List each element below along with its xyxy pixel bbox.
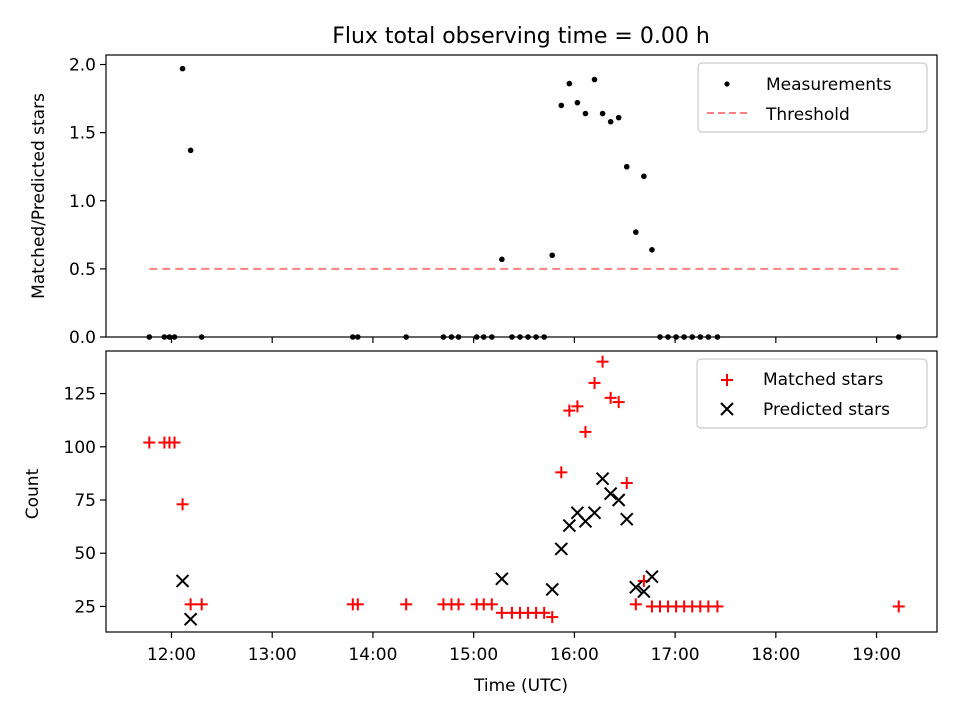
predicted-star-point (629, 580, 643, 595)
matched-star-point (485, 598, 498, 611)
legend-threshold-label: Threshold (765, 105, 850, 125)
top-y-tick-label: 0.0 (69, 328, 96, 348)
bottom-plot: 25 50 75 100 125 12:00 13:00 14:00 15:00 16:00 17:… (64, 350, 938, 665)
measurement-point (179, 65, 186, 72)
matched-star-point (711, 600, 724, 613)
measurement-point (641, 173, 647, 180)
bottom-plot-frame (105, 350, 938, 633)
matched-star-point (563, 404, 576, 417)
matched-star-point (892, 600, 905, 613)
bottom-y-axis-label: Count (23, 468, 43, 519)
matched-star-point (596, 355, 609, 368)
predicted-star-point (645, 569, 659, 584)
bottom-x-tick-label: 18:00 (751, 645, 800, 665)
matched-star-point (195, 598, 208, 611)
matched-star-point (588, 376, 601, 389)
predicted-star-point (595, 472, 610, 486)
matched-star-point (143, 436, 156, 449)
bottom-x-tick-label: 12:00 (147, 645, 196, 665)
legend-matched-plus-icon (721, 374, 733, 386)
measurement-point (499, 256, 505, 263)
measurement-point (615, 114, 622, 121)
predicted-star-point (562, 518, 577, 533)
measurement-point (623, 163, 630, 170)
bottom-series-matched-stars (143, 355, 905, 624)
matched-star-point (571, 400, 584, 413)
predicted-star-point (637, 584, 651, 599)
bottom-y-tick-label: 125 (64, 385, 96, 405)
matched-star-point (400, 598, 413, 611)
top-y-tick-label: 2.0 (69, 56, 96, 76)
measurement-point (574, 99, 581, 106)
top-legend: Measurements Threshold (697, 62, 928, 133)
bottom-y-tick-label: 25 (74, 597, 96, 617)
matched-star-point (612, 396, 625, 409)
matched-star-point (168, 436, 181, 449)
bottom-y-tick-label: 100 (64, 438, 96, 458)
legend-predicted-label: Predicted stars (763, 400, 890, 420)
predicted-star-point (587, 506, 602, 520)
measurement-point (649, 247, 655, 253)
top-plot: 0.0 0.5 1.0 1.5 2.0 (69, 54, 938, 348)
matched-star-point (555, 466, 568, 479)
measurement-point (558, 102, 565, 109)
top-y-axis-label: Matched/Predicted stars (29, 93, 49, 299)
measurement-point (566, 80, 573, 87)
bottom-y-tick-label: 75 (74, 491, 96, 511)
matched-star-point (351, 598, 364, 611)
predicted-star-point (175, 574, 190, 588)
predicted-star-point (495, 572, 509, 586)
measurement-point (599, 110, 606, 117)
measurement-point (633, 229, 639, 235)
x-axis-label: Time (UTC) (473, 676, 568, 696)
predicted-star-point (545, 582, 559, 597)
measurement-point (607, 118, 614, 125)
bottom-x-tick-label: 14:00 (348, 645, 397, 665)
bottom-legend: Matched stars Predicted stars (696, 358, 928, 429)
legend-predicted-x-icon (720, 402, 734, 416)
legend-measurements-dot-icon (724, 81, 730, 87)
bottom-x-tick-label: 17:00 (651, 645, 700, 665)
legend-measurements-label: Measurements (766, 75, 892, 95)
bottom-y-tick-label: 50 (74, 544, 96, 564)
bottom-x-tick-label: 13:00 (248, 645, 297, 665)
matched-star-point (495, 606, 508, 619)
measurement-point (591, 76, 598, 83)
measurement-point (549, 252, 556, 259)
predicted-star-point (183, 612, 198, 626)
top-y-tick-label: 0.5 (69, 260, 96, 280)
top-y-tick-label: 1.0 (69, 192, 96, 212)
bottom-x-tick-label: 16:00 (550, 645, 599, 665)
predicted-star-point (603, 486, 618, 501)
matched-star-point (538, 606, 551, 619)
matched-star-point (629, 598, 642, 611)
predicted-star-point (611, 493, 626, 507)
predicted-star-point (554, 542, 568, 556)
top-legend-frame (697, 62, 928, 133)
bottom-legend-frame (696, 358, 928, 429)
top-plot-frame (105, 54, 938, 338)
matched-star-point (176, 498, 189, 511)
matched-star-point (604, 391, 617, 404)
bottom-x-tick-label: 19:00 (852, 645, 901, 665)
predicted-star-point (620, 512, 634, 526)
matched-star-point (579, 425, 592, 438)
bottom-x-tick-label: 15:00 (449, 645, 498, 665)
measurement-point (187, 147, 194, 154)
legend-matched-label: Matched stars (763, 370, 883, 390)
matched-star-point (184, 598, 197, 611)
chart-title: Flux total observing time = 0.00 h (332, 24, 710, 49)
matched-star-point (452, 598, 465, 611)
bottom-series-predicted-stars (175, 472, 659, 626)
matched-star-point (546, 611, 559, 624)
top-y-tick-label: 1.5 (69, 124, 96, 144)
measurement-point (582, 110, 589, 117)
matched-star-point (620, 476, 633, 489)
